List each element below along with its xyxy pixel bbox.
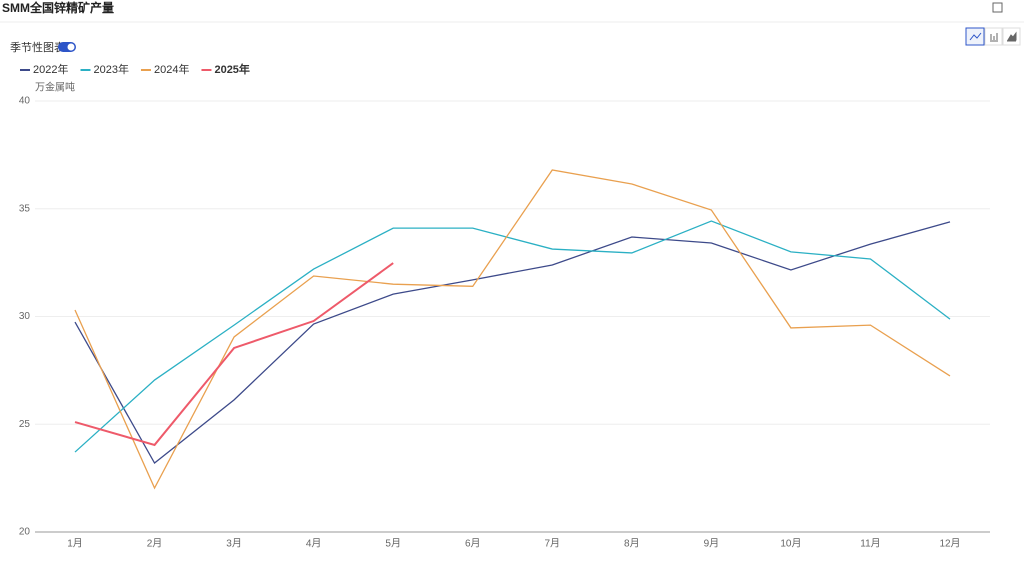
x-tick-label: 12月 bbox=[939, 538, 960, 550]
y-tick-label: 20 bbox=[19, 527, 31, 538]
x-tick-label: 5月 bbox=[385, 538, 401, 550]
export-icon[interactable] bbox=[992, 2, 1003, 13]
x-tick-label: 7月 bbox=[544, 538, 560, 550]
legend-label: 2023年 bbox=[93, 62, 128, 76]
y-tick-label: 35 bbox=[19, 203, 31, 214]
y-tick-label: 40 bbox=[19, 96, 31, 107]
icon bbox=[990, 33, 998, 42]
y-axis-label: 万金属吨 bbox=[35, 81, 75, 94]
x-tick-label: 11月 bbox=[860, 538, 880, 550]
x-tick-label: 6月 bbox=[465, 538, 481, 550]
x-tick-label: 9月 bbox=[704, 538, 720, 550]
series-line bbox=[74, 169, 951, 490]
legend-label: 2024年 bbox=[154, 62, 189, 76]
y-tick-label: 30 bbox=[19, 311, 31, 322]
series-line bbox=[74, 220, 951, 453]
toggle-knob bbox=[67, 43, 75, 51]
x-tick-label: 4月 bbox=[306, 538, 322, 550]
y-tick-label: 25 bbox=[19, 419, 31, 430]
x-tick-label: 1月 bbox=[67, 538, 83, 550]
toggle-label: 季节性图表 bbox=[10, 40, 65, 54]
series-line bbox=[74, 262, 394, 447]
x-tick-label: 8月 bbox=[624, 538, 640, 550]
x-tick-label: 10月 bbox=[780, 538, 801, 550]
chart-title: SMM全国锌精矿产量 bbox=[2, 0, 114, 15]
legend-label: 2025年 bbox=[214, 62, 249, 76]
icon bbox=[1007, 31, 1017, 42]
legend-label: 2022年 bbox=[33, 62, 68, 76]
icon bbox=[969, 32, 982, 41]
x-tick-label: 2月 bbox=[147, 538, 163, 550]
x-tick-label: 3月 bbox=[226, 538, 242, 550]
series-line bbox=[74, 221, 951, 465]
